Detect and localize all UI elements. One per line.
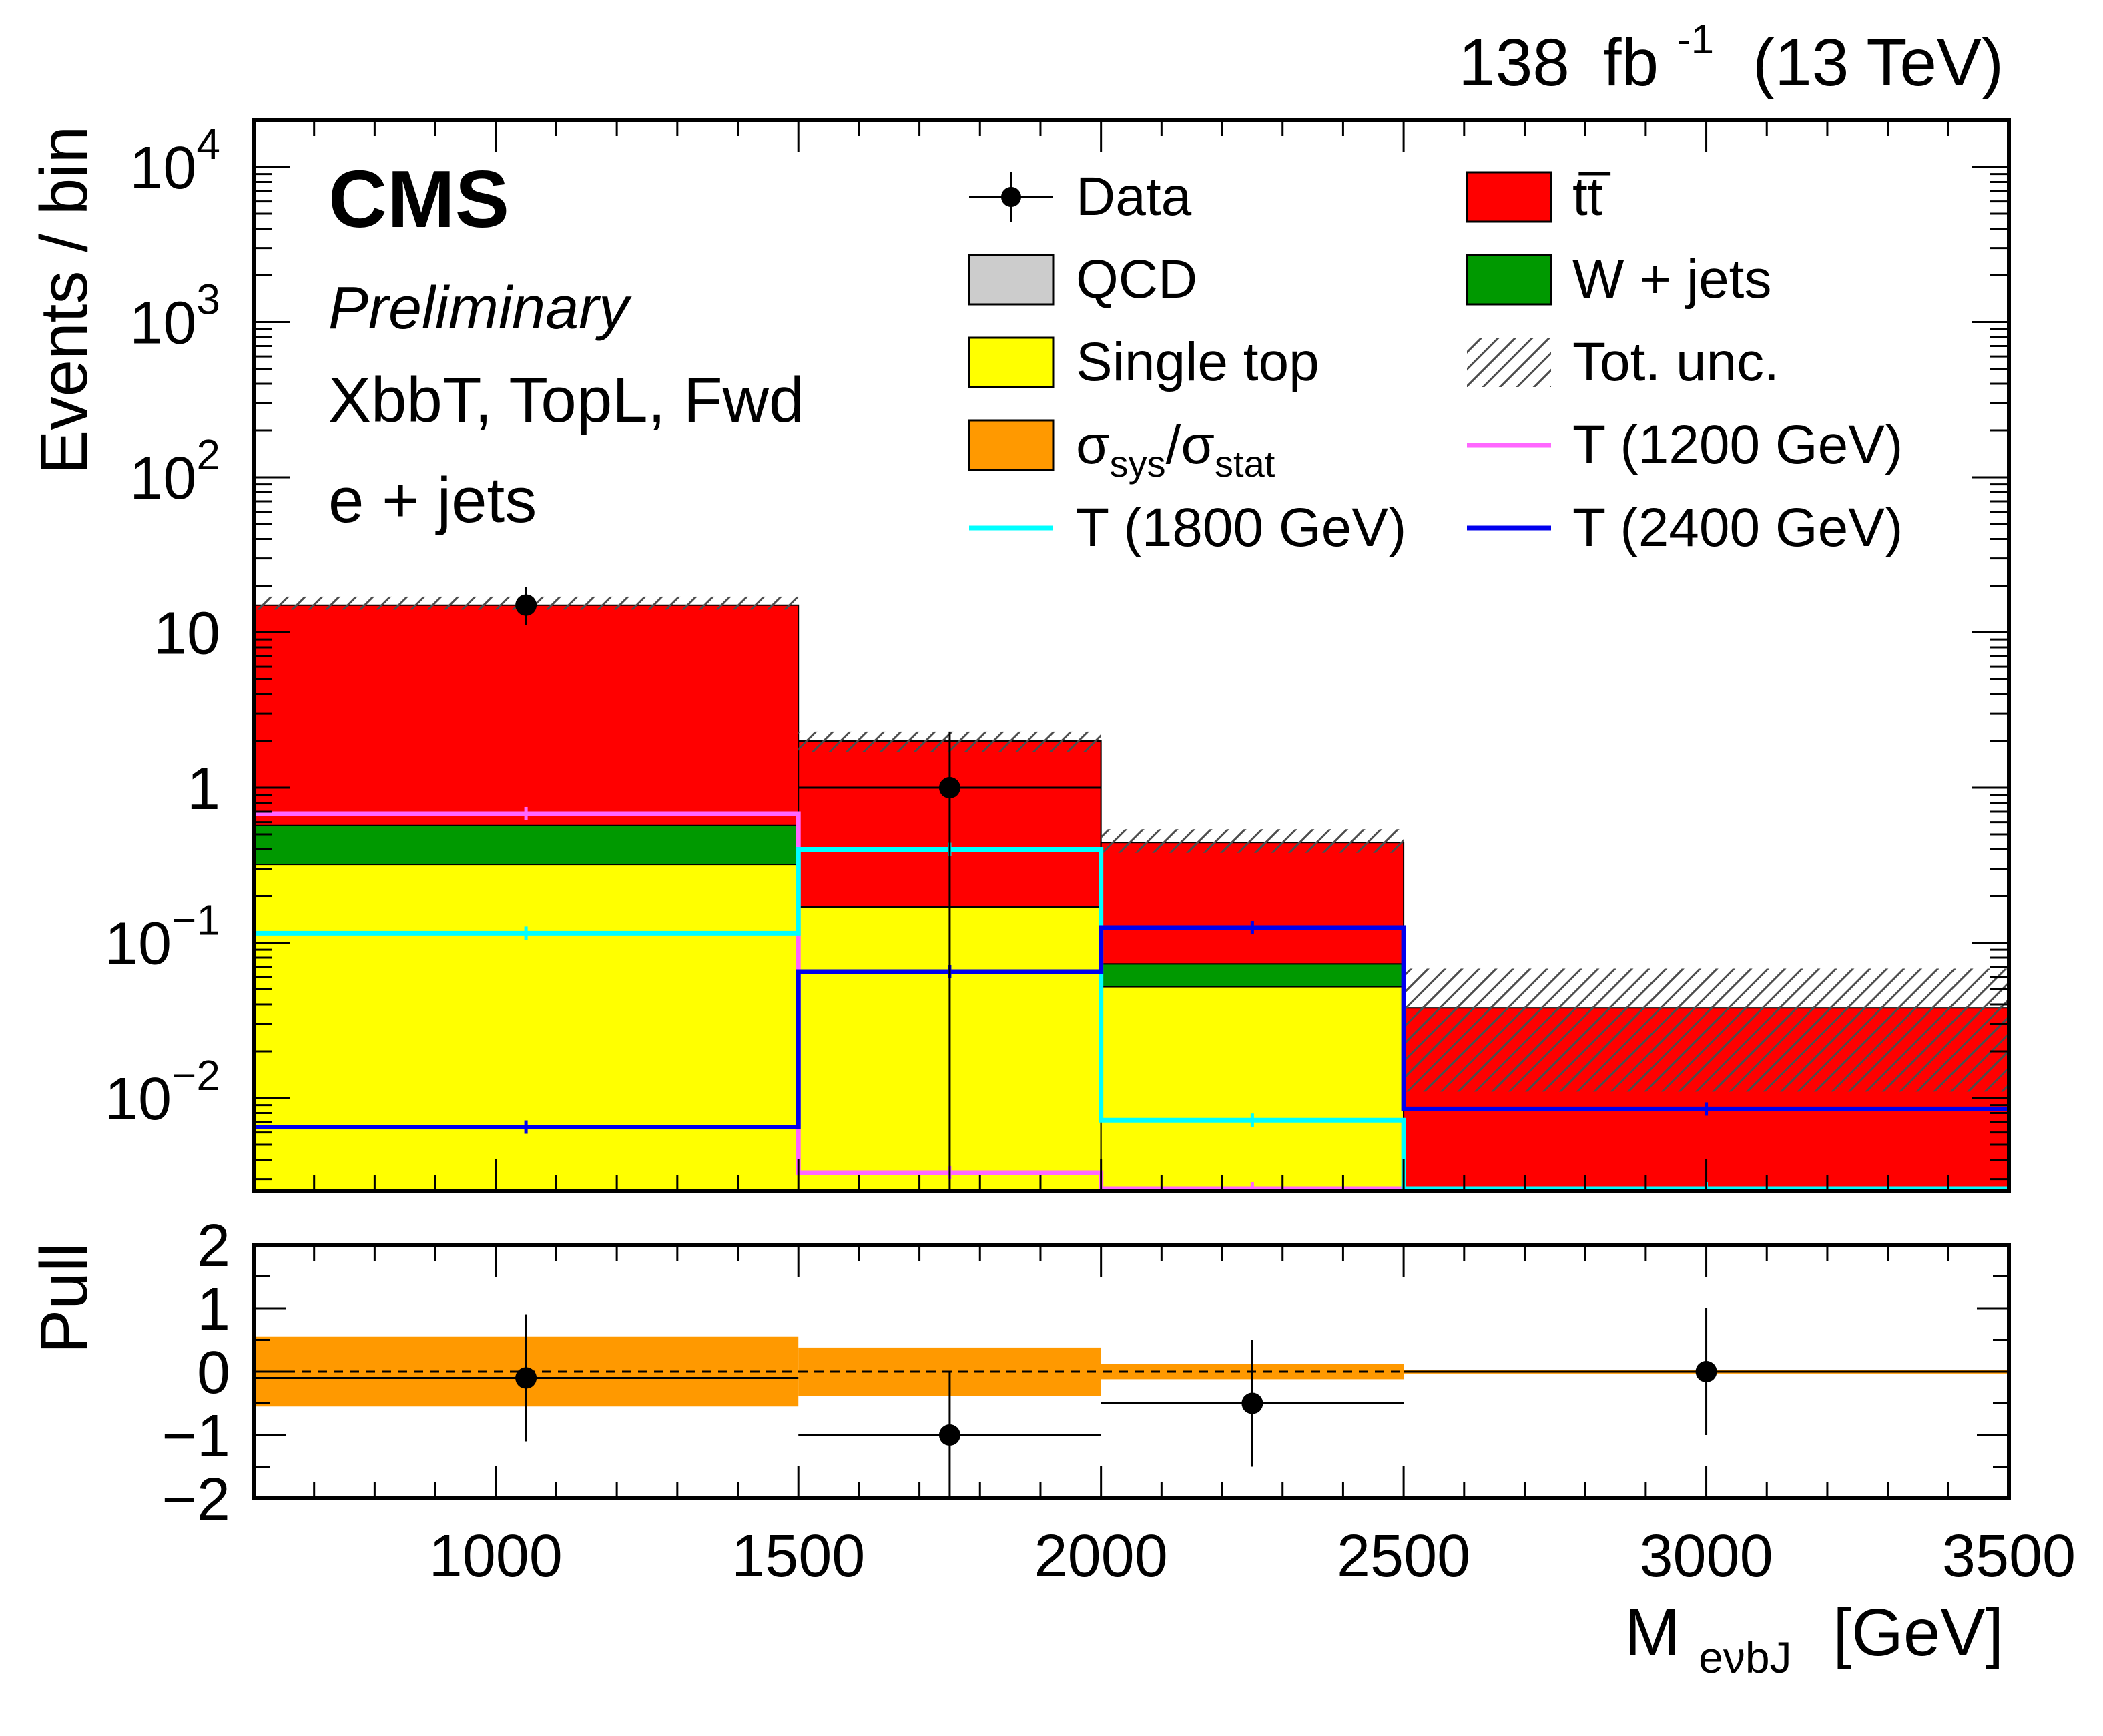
lumi-value: 138: [1458, 25, 1570, 100]
stack-bar-ttbar-0: [254, 604, 800, 826]
pull-point-3: [1695, 1361, 1717, 1382]
legend-label-sys-stat: σsys/σstat: [1076, 414, 1275, 485]
axis-ticks: [254, 119, 2010, 1500]
legend-label-ttbar: tt̅: [1572, 166, 1610, 227]
legend-entry-sys-stat: σsys/σstat: [968, 414, 1275, 485]
wjets-swatch: [1466, 254, 1552, 306]
lumi-label: 138 fb -1 (13 TeV): [1458, 0, 2004, 100]
pull-point-1: [938, 1424, 960, 1446]
data-point-0: [515, 594, 537, 616]
x-tick-label-3: 2500: [1337, 1523, 1470, 1590]
stack-bar-ttbar-2: [1100, 842, 1405, 965]
x-tick-label-2: 2000: [1034, 1523, 1168, 1590]
main-panel: [254, 587, 2009, 1191]
x-axis-title: M eνbJ [GeV]: [1624, 1595, 2004, 1687]
channel-label: e + jets: [328, 465, 537, 536]
signal-line-signal_2400: [254, 925, 2009, 1191]
stack-bar-wjets-2: [1100, 963, 1405, 988]
pull-panel: [254, 1308, 2009, 1498]
tot-unc-swatch: [1467, 338, 1551, 387]
total-unc-bin-3: [1404, 968, 2009, 1092]
total-unc-bin-2: [1101, 829, 1404, 853]
energy-label: (13 TeV): [1753, 25, 2004, 100]
legend-label-data: Data: [1076, 166, 1192, 227]
data-marker-icon: [1001, 187, 1021, 207]
sys-stat-swatch: [968, 419, 1055, 471]
x-axis-title-main: M: [1624, 1595, 1680, 1670]
legend-entry-t1800: T (1800 GeV): [969, 497, 1406, 558]
lumi-unit: fb: [1603, 25, 1659, 100]
y-tick-label-1: 10−1: [105, 896, 220, 978]
pull-point-2: [1241, 1392, 1263, 1414]
lumi-exponent: -1: [1677, 17, 1714, 63]
stack-bar-single_top-0: [254, 864, 800, 1191]
legend-label-single-top: Single top: [1076, 332, 1319, 392]
qcd-swatch: [968, 254, 1055, 306]
legend-entry-single-top: Single top: [968, 332, 1319, 392]
y-tick-label-2: 1: [187, 756, 220, 822]
legend-entry-data: Data: [969, 166, 1192, 227]
y-axis-title: Events / bin: [27, 126, 101, 475]
y-tick-label-3: 10: [154, 601, 220, 667]
status-label: Preliminary: [328, 275, 632, 342]
legend-label-t1800: T (1800 GeV): [1076, 497, 1406, 558]
background-stack: [254, 604, 2009, 1191]
data-points: [515, 587, 1101, 1189]
legend-entry-wjets: W + jets: [1466, 249, 1771, 310]
pull-y-tick-label-4: −2: [162, 1466, 230, 1533]
legend-entry-ttbar: tt̅: [1466, 166, 1610, 227]
legend-label-wjets: W + jets: [1572, 249, 1771, 310]
pull-axis-title: Pull: [27, 1243, 101, 1354]
x-tick-label-4: 3000: [1639, 1523, 1773, 1590]
y-tick-label-5: 103: [129, 275, 220, 356]
pull-y-tick-label-0: 2: [197, 1213, 230, 1279]
y-tick-label-0: 10−2: [105, 1051, 220, 1133]
single-top-swatch: [968, 336, 1055, 388]
x-tick-label-5: 3500: [1942, 1523, 2076, 1590]
legend-entry-qcd: QCD: [968, 249, 1197, 310]
pull-y-tick-label-1: 1: [197, 1276, 230, 1343]
legend-entry-t2400: T (2400 GeV): [1467, 497, 1903, 558]
x-tick-label-0: 1000: [429, 1523, 563, 1590]
axis-tick-labels: 1000 1500 2000 2500 3000 350010−210−111010210…: [105, 120, 2076, 1590]
total-uncertainty-band: [254, 596, 2009, 1092]
y-tick-label-4: 102: [129, 430, 220, 512]
ttbar-swatch: [1466, 171, 1552, 223]
pull-y-tick-label-3: −1: [162, 1403, 230, 1470]
legend-label-tot-unc: Tot. unc.: [1572, 332, 1779, 392]
y-tick-label-6: 104: [129, 120, 220, 202]
pull-point-0: [515, 1367, 537, 1389]
legend-label-t2400: T (2400 GeV): [1572, 497, 1903, 558]
legend-label-qcd: QCD: [1076, 249, 1197, 310]
x-tick-label-1: 1500: [731, 1523, 865, 1590]
experiment-label: CMS: [328, 154, 509, 244]
x-axis-title-unit: [GeV]: [1833, 1595, 2004, 1670]
legend-entry-tot-unc: Tot. unc.: [1467, 332, 1779, 392]
legend-entry-t1200: T (1200 GeV): [1467, 414, 1903, 475]
stack-bar-wjets-0: [254, 824, 800, 866]
x-axis-title-subscript: eνbJ: [1699, 1633, 1791, 1682]
stack-bar-single_top-2: [1100, 986, 1405, 1191]
category-label: XbbT, TopL, Fwd: [328, 364, 804, 436]
legend: Data tt̅ QCD W + jets Single top Tot. un…: [968, 166, 1903, 558]
pull-y-tick-label-2: 0: [197, 1340, 230, 1406]
pull-points: [254, 1308, 2009, 1498]
legend-label-t1200: T (1200 GeV): [1572, 414, 1903, 475]
